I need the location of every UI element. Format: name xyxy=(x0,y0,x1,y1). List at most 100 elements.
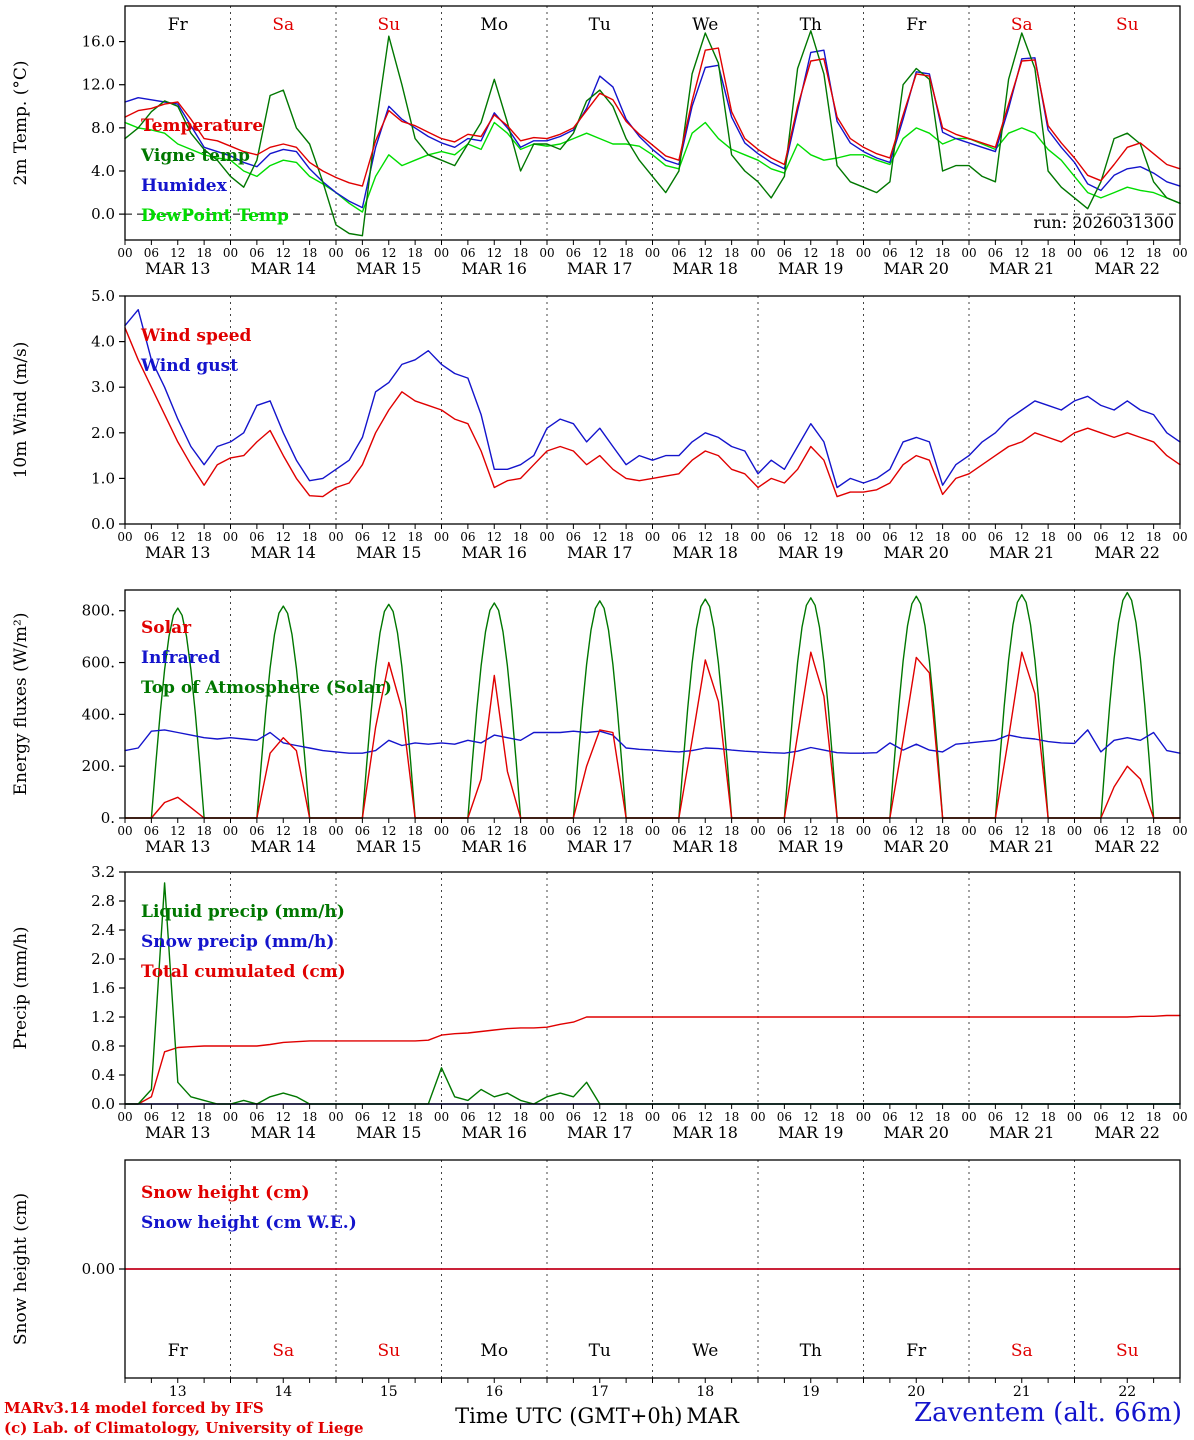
series-vigne-temp xyxy=(124,30,1181,237)
day-name: Fr xyxy=(168,15,189,35)
hour-label: 06 xyxy=(249,1110,264,1124)
day-name: Fr xyxy=(906,1341,927,1361)
hour-label: 06 xyxy=(1093,246,1108,260)
hour-label: 18 xyxy=(829,246,844,260)
date-label: MAR 17 xyxy=(567,837,632,856)
hour-label: 00 xyxy=(539,246,554,260)
hour-label: 12 xyxy=(487,246,502,260)
date-number: 15 xyxy=(380,1384,398,1400)
y-tick-label: 16.0 xyxy=(82,33,115,51)
legend-item: DewPoint Temp xyxy=(141,206,289,226)
y-tick-label: 800. xyxy=(82,602,115,620)
hour-label: 18 xyxy=(196,530,211,544)
hour-label: 18 xyxy=(618,824,633,838)
date-label: MAR 21 xyxy=(989,1123,1054,1142)
legend-item: Snow height (cm W.E.) xyxy=(141,1213,357,1233)
hour-label: 12 xyxy=(803,1110,818,1124)
hour-label: 06 xyxy=(144,530,159,544)
day-name: Su xyxy=(377,1341,400,1361)
hour-label: 00 xyxy=(856,530,871,544)
y-tick-label: 400. xyxy=(82,705,115,723)
hour-label: 18 xyxy=(302,824,317,838)
date-label: MAR 16 xyxy=(462,259,527,278)
day-name: Tu xyxy=(589,15,611,35)
hour-label: 12 xyxy=(909,1110,924,1124)
legend-item: Wind speed xyxy=(140,326,252,346)
hour-label: 12 xyxy=(170,824,185,838)
hour-label: 12 xyxy=(381,530,396,544)
day-name: Fr xyxy=(168,1341,189,1361)
legend-item: Infrared xyxy=(141,648,220,668)
legend-item: Snow height (cm) xyxy=(141,1183,310,1203)
hour-label: 18 xyxy=(407,246,422,260)
hour-label: 06 xyxy=(355,246,370,260)
hour-label: 00 xyxy=(750,530,765,544)
y-tick-label: 0.8 xyxy=(91,1037,115,1055)
date-label: MAR 14 xyxy=(251,259,316,278)
hour-label: 00 xyxy=(117,1110,132,1124)
y-tick-label: 0.0 xyxy=(91,1095,115,1113)
hour-label: 18 xyxy=(1040,246,1055,260)
hour-label: 00 xyxy=(539,824,554,838)
hour-label: 12 xyxy=(1120,246,1135,260)
y-axis-label: 10m Wind (m/s) xyxy=(11,342,31,479)
hour-label: 06 xyxy=(460,246,475,260)
model-credit-line1: MARv3.14 model forced by IFS xyxy=(4,1399,264,1417)
legend-item: Humidex xyxy=(141,176,228,196)
hour-label: 18 xyxy=(513,246,528,260)
day-name: Sa xyxy=(1011,15,1033,35)
date-label: MAR 14 xyxy=(251,543,316,562)
hour-label: 00 xyxy=(117,530,132,544)
panel-energy-fluxes: 0. 200. 400. 600. 800. Energy fluxes (W/m²) 00… xyxy=(11,589,1188,856)
hour-label: 12 xyxy=(698,246,713,260)
hour-label: 18 xyxy=(935,530,950,544)
hour-label: 06 xyxy=(988,1110,1003,1124)
y-axis-label: Precip (mm/h) xyxy=(11,926,31,1049)
hour-label: 12 xyxy=(592,530,607,544)
panel-snow-height: 0.00 Snow height (cm) Snow height (cm) Snow… xyxy=(11,1159,1181,1400)
hour-label: 06 xyxy=(566,246,581,260)
hour-label: 18 xyxy=(1040,530,1055,544)
hour-label: 00 xyxy=(856,246,871,260)
legend-item: Top of Atmosphere (Solar) xyxy=(141,678,392,698)
date-number: 19 xyxy=(802,1384,820,1400)
hour-label: 12 xyxy=(592,246,607,260)
hour-label: 06 xyxy=(355,530,370,544)
hour-label: 12 xyxy=(170,246,185,260)
hour-label: 18 xyxy=(407,824,422,838)
series-humidex xyxy=(124,49,1181,209)
hour-label: 06 xyxy=(777,1110,792,1124)
date-label: MAR 15 xyxy=(356,1123,421,1142)
hour-label: 18 xyxy=(935,246,950,260)
hour-label: 18 xyxy=(724,824,739,838)
hour-label: 06 xyxy=(566,530,581,544)
month-label: MAR xyxy=(686,1404,739,1428)
hour-label: 18 xyxy=(302,246,317,260)
hour-label: 06 xyxy=(882,530,897,544)
hour-label: 00 xyxy=(961,824,976,838)
hour-label: 06 xyxy=(671,824,686,838)
panel-10m-wind: 0.0 1.0 2.0 3.0 4.0 5.0 10m Wind (m/s) 00 06 12 18… xyxy=(11,287,1188,562)
date-label: MAR 20 xyxy=(884,837,949,856)
date-label: MAR 17 xyxy=(567,543,632,562)
hour-label: 18 xyxy=(1146,824,1161,838)
hour-label: 00 xyxy=(223,1110,238,1124)
y-tick-label: 8.0 xyxy=(91,119,115,137)
hour-label: 06 xyxy=(988,246,1003,260)
legend-item: Total cumulated (cm) xyxy=(141,962,346,982)
hour-label: 12 xyxy=(381,824,396,838)
hour-label: 18 xyxy=(196,1110,211,1124)
hour-label: 18 xyxy=(829,824,844,838)
y-axis-label: Snow height (cm) xyxy=(11,1193,31,1345)
legend-item: Temperature xyxy=(141,116,263,136)
day-name: Sa xyxy=(272,15,294,35)
hour-label: 12 xyxy=(909,246,924,260)
date-label: MAR 16 xyxy=(462,1123,527,1142)
hour-label: 18 xyxy=(1146,1110,1161,1124)
hour-label: 18 xyxy=(302,1110,317,1124)
y-tick-label: 0.0 xyxy=(91,205,115,223)
hour-label: 00 xyxy=(750,246,765,260)
y-tick-label: 1.6 xyxy=(91,979,115,997)
date-label: MAR 19 xyxy=(778,1123,843,1142)
date-number: 20 xyxy=(907,1384,925,1400)
